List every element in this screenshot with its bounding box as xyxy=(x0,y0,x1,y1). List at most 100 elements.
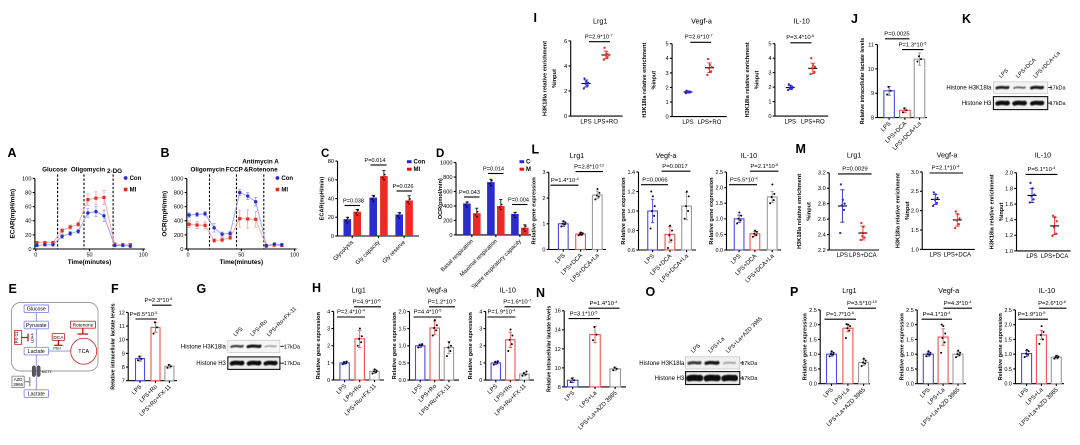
svg-text:0: 0 xyxy=(479,378,482,384)
svg-text:C: C xyxy=(321,148,329,160)
svg-text:P=0.004: P=0.004 xyxy=(508,198,529,204)
svg-text:Relative intracellular lactate: Relative intracellular lactate levels xyxy=(111,303,117,389)
svg-text:L: L xyxy=(532,143,540,157)
svg-text:LPS: LPS xyxy=(682,120,693,126)
svg-text:P=3.5*10-10: P=3.5*10-10 xyxy=(847,299,878,307)
svg-text:A: A xyxy=(8,146,17,160)
svg-text:60: 60 xyxy=(25,205,31,211)
svg-text:1.0: 1.0 xyxy=(1004,352,1012,358)
svg-text:Lrg1: Lrg1 xyxy=(847,150,861,159)
svg-text:Vegf-a: Vegf-a xyxy=(427,286,448,295)
svg-text:P=0.043: P=0.043 xyxy=(459,190,480,196)
svg-text:P=2.1*10-4: P=2.1*10-4 xyxy=(932,164,961,172)
svg-text:H: H xyxy=(312,281,321,295)
svg-text:12: 12 xyxy=(119,310,125,316)
svg-text:P=8.5*10-5: P=8.5*10-5 xyxy=(130,310,158,318)
svg-text:Lactate: Lactate xyxy=(28,392,45,398)
svg-text:4: 4 xyxy=(564,64,567,70)
svg-text:10: 10 xyxy=(119,338,125,344)
svg-text:2: 2 xyxy=(564,89,567,95)
svg-text:600: 600 xyxy=(174,205,184,211)
svg-text:14: 14 xyxy=(555,328,561,334)
svg-text:MI: MI xyxy=(414,167,421,173)
svg-text:P=2.3*10-8: P=2.3*10-8 xyxy=(145,296,173,304)
svg-text:0.5: 0.5 xyxy=(1004,367,1012,373)
svg-text:100: 100 xyxy=(139,253,148,259)
svg-text:12: 12 xyxy=(555,347,561,353)
svg-text:0.5: 0.5 xyxy=(906,367,914,373)
svg-text:9: 9 xyxy=(122,351,125,357)
svg-text:F: F xyxy=(111,282,119,296)
svg-text:1.0: 1.0 xyxy=(627,209,635,215)
svg-text:17kDa: 17kDa xyxy=(1050,86,1067,92)
svg-text:2.0: 2.0 xyxy=(1004,323,1012,329)
svg-text:Lactate: Lactate xyxy=(28,349,45,355)
svg-text:G: G xyxy=(197,282,207,296)
svg-text:ECAR(mpH/min): ECAR(mpH/min) xyxy=(9,189,16,239)
svg-text:LPS+RO: LPS+RO xyxy=(594,119,618,125)
svg-text:1: 1 xyxy=(666,100,669,106)
svg-text:8: 8 xyxy=(558,385,561,391)
svg-text:P=2.8*10-12: P=2.8*10-12 xyxy=(574,163,604,171)
svg-text:0: 0 xyxy=(666,115,669,121)
svg-text:2.2: 2.2 xyxy=(818,248,826,254)
svg-text:17kDa: 17kDa xyxy=(1050,101,1067,107)
svg-text:8: 8 xyxy=(122,365,125,371)
svg-text:800: 800 xyxy=(443,175,453,181)
svg-text:2.0: 2.0 xyxy=(911,209,919,215)
svg-text:0: 0 xyxy=(186,253,189,259)
svg-text:1.4: 1.4 xyxy=(627,170,635,176)
svg-text:80: 80 xyxy=(25,190,31,196)
svg-text:Histone H3K18la: Histone H3K18la xyxy=(181,344,227,350)
svg-text:%input: %input xyxy=(552,69,558,88)
svg-text:Relative gene expression: Relative gene expression xyxy=(468,312,474,380)
svg-text:1.0: 1.0 xyxy=(398,344,406,350)
svg-text:200: 200 xyxy=(174,233,184,239)
svg-text:2.5: 2.5 xyxy=(911,189,919,195)
svg-text:2: 2 xyxy=(768,85,771,91)
svg-text:Vegf-a: Vegf-a xyxy=(938,286,959,295)
svg-text:J: J xyxy=(851,12,858,26)
svg-text:Vegf-a: Vegf-a xyxy=(937,150,958,159)
svg-text:4: 4 xyxy=(327,309,330,315)
svg-text:%input: %input xyxy=(755,70,761,89)
svg-text:1: 1 xyxy=(479,361,482,367)
svg-text:0.0: 0.0 xyxy=(809,382,817,388)
svg-text:P=0.026: P=0.026 xyxy=(393,184,414,190)
svg-text:1000: 1000 xyxy=(171,176,184,182)
svg-text:Relative gene expression: Relative gene expression xyxy=(531,177,537,245)
svg-text:PDH: PDH xyxy=(53,347,61,351)
svg-text:H3K18la relative enrichment: H3K18la relative enrichment xyxy=(896,173,902,248)
svg-text:1.0: 1.0 xyxy=(906,352,914,358)
svg-text:Histone H3: Histone H3 xyxy=(962,101,992,107)
svg-text:P=2.4*10-4: P=2.4*10-4 xyxy=(337,308,366,316)
svg-text:Relative gene expression: Relative gene expression xyxy=(998,313,1004,381)
svg-text:ECAR(mpH/min): ECAR(mpH/min) xyxy=(320,177,326,221)
svg-text:H3K18la relative enrichment: H3K18la relative enrichment xyxy=(990,174,996,249)
svg-text:40: 40 xyxy=(25,219,31,225)
svg-text:0.0: 0.0 xyxy=(906,382,914,388)
svg-text:200: 200 xyxy=(443,218,453,224)
svg-text:Time(minutes): Time(minutes) xyxy=(220,259,264,266)
svg-text:P=0.038: P=0.038 xyxy=(343,199,364,205)
svg-text:FX-11: FX-11 xyxy=(14,331,19,343)
svg-text:Relative gene expression: Relative gene expression xyxy=(621,177,627,245)
svg-text:%input: %input xyxy=(905,201,911,220)
svg-text:2.5: 2.5 xyxy=(906,308,914,314)
svg-text:P=1.3*10-5: P=1.3*10-5 xyxy=(899,40,927,48)
svg-text:B: B xyxy=(161,146,170,160)
svg-text:2.5: 2.5 xyxy=(715,170,723,176)
svg-text:1.2: 1.2 xyxy=(1005,233,1013,239)
svg-text:P=3.4*10-6: P=3.4*10-6 xyxy=(786,33,814,41)
svg-text:MI: MI xyxy=(526,167,533,173)
svg-text:17kDa: 17kDa xyxy=(284,361,301,367)
svg-text:FCCP: FCCP xyxy=(226,167,243,174)
svg-text:0: 0 xyxy=(327,378,330,384)
svg-text:Vegf-a: Vegf-a xyxy=(656,151,677,160)
svg-text:OCR(mpH/min): OCR(mpH/min) xyxy=(161,191,168,237)
svg-text:LPS+RO: LPS+RO xyxy=(801,119,825,125)
svg-text:P=4.1*10-4: P=4.1*10-4 xyxy=(923,310,952,318)
svg-text:P=0.014: P=0.014 xyxy=(365,158,386,164)
svg-text:100: 100 xyxy=(22,176,32,182)
svg-text:P=2.1*10-6: P=2.1*10-6 xyxy=(750,162,778,170)
